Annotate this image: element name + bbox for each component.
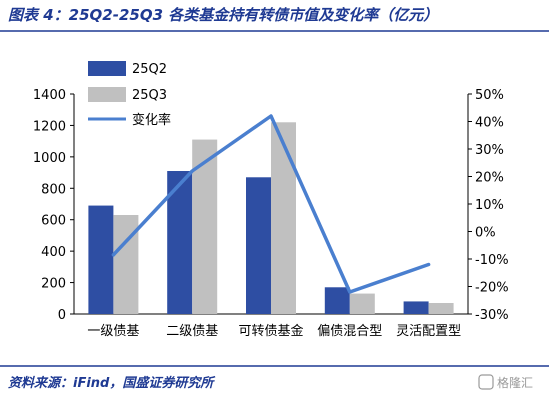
watermark: 格隆汇 xyxy=(478,374,533,390)
bar-25q3-2 xyxy=(192,139,218,314)
y-left-ticks: 0 200 400 600 800 1000 1200 1400 xyxy=(33,88,74,323)
y-right-ticks: -30% -20% -10% 0% 10% 20% 30% 40% 50% xyxy=(468,88,509,323)
y-right-tick-label: 40% xyxy=(475,116,504,131)
legend-swatch-25q3 xyxy=(88,87,126,102)
y-left-tick-label: 1400 xyxy=(33,88,66,103)
legend-swatch-25q2 xyxy=(88,61,126,76)
category-label: 一级债基 xyxy=(87,324,139,339)
legend-label-rate: 变化率 xyxy=(132,112,171,128)
watermark-logo-icon xyxy=(478,374,494,390)
category-label: 二级债基 xyxy=(166,324,218,339)
chart-title: 图表 4：25Q2-25Q3 各类基金持有转债市值及变化率（亿元） xyxy=(8,6,438,24)
category-label: 偏债混合型 xyxy=(317,324,382,339)
y-right-tick-label: 20% xyxy=(475,171,504,186)
bar-25q3-3 xyxy=(271,122,296,315)
y-left-tick-label: 800 xyxy=(41,182,66,197)
y-right-tick-label: 50% xyxy=(475,88,504,103)
y-left-tick-label: 1000 xyxy=(33,151,66,166)
y-right-tick-label: -20% xyxy=(475,281,509,296)
bar-25q2-4 xyxy=(324,287,350,314)
y-left-tick-label: 1200 xyxy=(33,119,66,134)
bar-25q3-4 xyxy=(349,293,375,314)
source-note: 资料来源：iFind，国盛证券研究所 xyxy=(8,375,216,391)
y-left-tick-label: 600 xyxy=(41,214,66,229)
y-right-tick-label: -10% xyxy=(475,253,509,268)
bar-25q2-5 xyxy=(403,301,429,314)
category-label: 灵活配置型 xyxy=(396,324,461,339)
y-right-tick-label: -30% xyxy=(475,308,509,323)
change-rate-line xyxy=(111,114,431,294)
legend: 25Q2 25Q3 变化率 xyxy=(88,61,171,128)
category-label: 可转债基金 xyxy=(238,323,303,339)
y-right-tick-label: 0% xyxy=(475,226,496,241)
bar-25q3-5 xyxy=(428,303,454,314)
legend-label-25q3: 25Q3 xyxy=(132,88,167,103)
bar-25q2-1 xyxy=(88,205,114,314)
bar-25q2-3 xyxy=(246,177,271,314)
y-left-tick-label: 0 xyxy=(58,308,66,323)
bars xyxy=(88,122,454,315)
legend-label-25q2: 25Q2 xyxy=(132,62,167,77)
watermark-text: 格隆汇 xyxy=(497,375,533,390)
y-left-tick-label: 400 xyxy=(41,245,66,260)
y-left-tick-label: 200 xyxy=(41,277,66,292)
category-labels: 一级债基 二级债基 可转债基金 偏债混合型 灵活配置型 xyxy=(87,323,461,339)
y-right-tick-label: 10% xyxy=(475,198,504,213)
y-right-tick-label: 30% xyxy=(475,143,504,158)
